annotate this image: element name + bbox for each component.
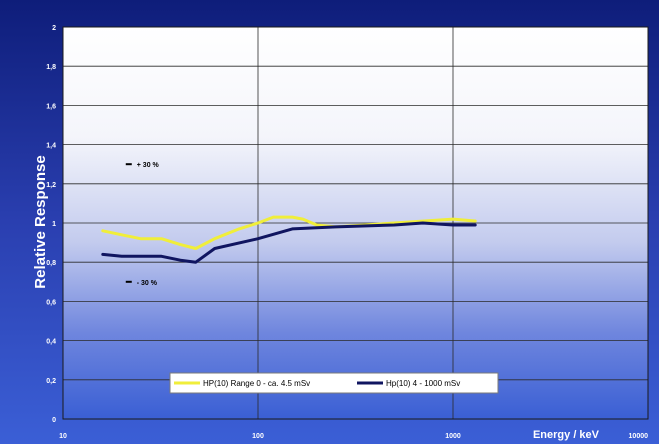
y-tick-labels: 0 0,2 0,4 0,6 0,8 1 1,2 1,4 1,6 1,8 2 bbox=[46, 25, 56, 424]
series-line-1 bbox=[101, 221, 477, 264]
y-tick-label: 1 bbox=[52, 221, 56, 228]
y-tick-label: 0,6 bbox=[46, 299, 56, 306]
x-tick-label: 100 bbox=[252, 433, 264, 440]
legend-box bbox=[169, 372, 499, 394]
y-tick-label: 0,8 bbox=[46, 260, 56, 267]
y-tick-label: 2 bbox=[52, 25, 56, 32]
y-tick-label: 0,4 bbox=[46, 339, 56, 346]
y-tick-label: 0,2 bbox=[46, 378, 56, 385]
x-tick-labels: 10 100 1000 10000 bbox=[59, 433, 648, 440]
y-tick-label: 1,6 bbox=[46, 103, 56, 110]
legend-label-hp10-range: HP(10) Range 0 - ca. 4.5 mSv bbox=[203, 379, 310, 388]
annotation-label: + 30 % bbox=[137, 162, 160, 169]
annotation-label: - 30 % bbox=[137, 280, 158, 287]
x-tick-label: 1000 bbox=[445, 433, 461, 440]
y-axis-title: Relative Response bbox=[32, 155, 49, 288]
y-tick-label: 1,2 bbox=[46, 182, 56, 189]
y-tick-label: 0 bbox=[52, 417, 56, 424]
grid-lines bbox=[62, 26, 649, 420]
x-axis-title: Energy / keV bbox=[533, 429, 600, 441]
legend: HP(10) Range 0 - ca. 4.5 mSv Hp(10) 4 - … bbox=[169, 372, 499, 394]
y-tick-label: 1,4 bbox=[46, 143, 56, 150]
legend-label-hp10-4-1000: Hp(10) 4 - 1000 mSv bbox=[386, 379, 460, 388]
x-tick-label: 10000 bbox=[629, 433, 649, 440]
plot-border bbox=[62, 26, 649, 420]
series-lines bbox=[101, 215, 477, 264]
annotations: + 30 % - 30 % bbox=[125, 162, 160, 287]
y-tick-label: 1,8 bbox=[46, 64, 56, 71]
x-tick-label: 10 bbox=[59, 433, 67, 440]
